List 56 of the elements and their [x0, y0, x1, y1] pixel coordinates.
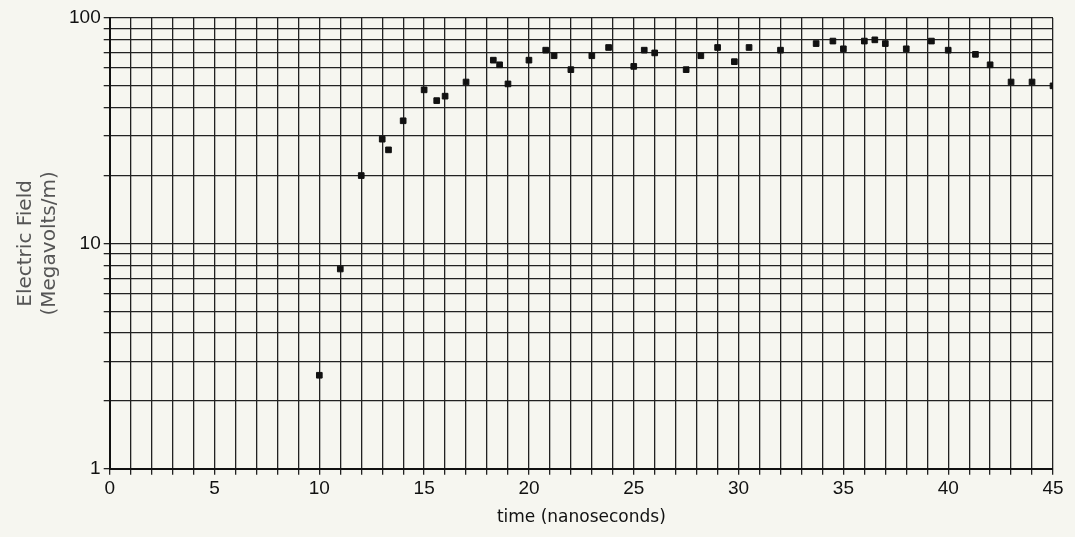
- y-axis-title: Electric Field (Megavolts/m): [12, 171, 61, 316]
- y-tick-label: 1: [90, 457, 101, 479]
- x-tick-label: 15: [413, 477, 435, 499]
- point: [928, 37, 935, 45]
- point: [640, 46, 648, 54]
- x-tick-label: 30: [728, 477, 750, 499]
- point: [385, 146, 392, 154]
- point: [378, 135, 386, 143]
- point: [496, 61, 503, 69]
- x-tick-label: 20: [518, 477, 540, 499]
- x-tick-label: 10: [308, 477, 330, 499]
- point: [861, 37, 868, 45]
- y-tick-label: 100: [69, 6, 101, 28]
- point: [542, 46, 550, 54]
- point: [605, 44, 612, 51]
- x-tick-label: 25: [623, 477, 645, 499]
- point: [812, 40, 820, 47]
- point: [315, 371, 323, 379]
- point: [944, 46, 952, 54]
- point: [682, 66, 690, 73]
- point: [504, 80, 512, 88]
- point: [399, 117, 407, 125]
- point: [588, 52, 596, 60]
- point: [745, 44, 753, 51]
- point: [840, 45, 847, 53]
- x-tick-label: 45: [1042, 477, 1064, 499]
- point: [881, 40, 889, 47]
- point: [357, 172, 365, 179]
- point: [420, 86, 428, 94]
- point: [525, 56, 533, 64]
- x-axis-title: time (nanoseconds): [496, 506, 666, 527]
- point: [697, 52, 705, 60]
- point: [489, 56, 497, 64]
- x-tick-label: 0: [104, 477, 115, 499]
- point: [829, 37, 837, 45]
- x-tick-label: 40: [937, 477, 959, 499]
- point: [630, 63, 638, 70]
- point: [550, 52, 558, 60]
- point: [714, 44, 721, 51]
- point: [972, 51, 979, 58]
- point: [871, 36, 879, 44]
- point: [731, 58, 738, 66]
- x-tick-label: 5: [209, 477, 220, 499]
- point: [462, 78, 470, 86]
- point: [567, 66, 575, 73]
- point: [433, 97, 441, 104]
- point: [1007, 78, 1015, 86]
- x-tick-label: 35: [832, 477, 854, 499]
- point: [441, 92, 449, 100]
- point: [1028, 78, 1036, 86]
- y-tick-label: 10: [79, 231, 101, 253]
- point: [986, 61, 994, 69]
- point: [902, 45, 910, 53]
- point: [777, 46, 784, 54]
- point: [651, 49, 659, 57]
- point: [336, 265, 344, 273]
